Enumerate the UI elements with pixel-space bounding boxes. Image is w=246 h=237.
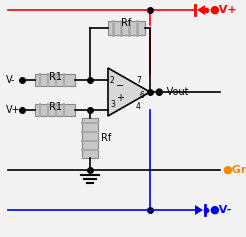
Text: V-: V- bbox=[6, 75, 15, 85]
Bar bbox=[82, 118, 98, 158]
Text: 6: 6 bbox=[140, 91, 145, 100]
Text: 2: 2 bbox=[110, 76, 115, 85]
Bar bbox=[35, 104, 75, 116]
Bar bbox=[108, 21, 145, 35]
Text: ●Gnd: ●Gnd bbox=[222, 165, 246, 175]
Text: 4: 4 bbox=[136, 101, 141, 110]
Polygon shape bbox=[195, 205, 203, 215]
Text: −: − bbox=[116, 81, 124, 91]
Text: R1: R1 bbox=[48, 102, 62, 112]
Text: 3: 3 bbox=[110, 100, 115, 109]
Polygon shape bbox=[108, 68, 150, 116]
Text: ●V-: ●V- bbox=[209, 205, 231, 215]
Text: Rf: Rf bbox=[101, 133, 111, 143]
Polygon shape bbox=[197, 5, 205, 15]
Bar bbox=[35, 74, 75, 86]
Text: +: + bbox=[116, 93, 124, 103]
Text: ●V+: ●V+ bbox=[209, 5, 237, 15]
Text: 7: 7 bbox=[136, 76, 141, 85]
Text: Rf: Rf bbox=[121, 18, 131, 28]
Text: V+: V+ bbox=[6, 105, 21, 115]
Text: R1: R1 bbox=[48, 72, 62, 82]
Text: ● Vout: ● Vout bbox=[155, 87, 188, 97]
